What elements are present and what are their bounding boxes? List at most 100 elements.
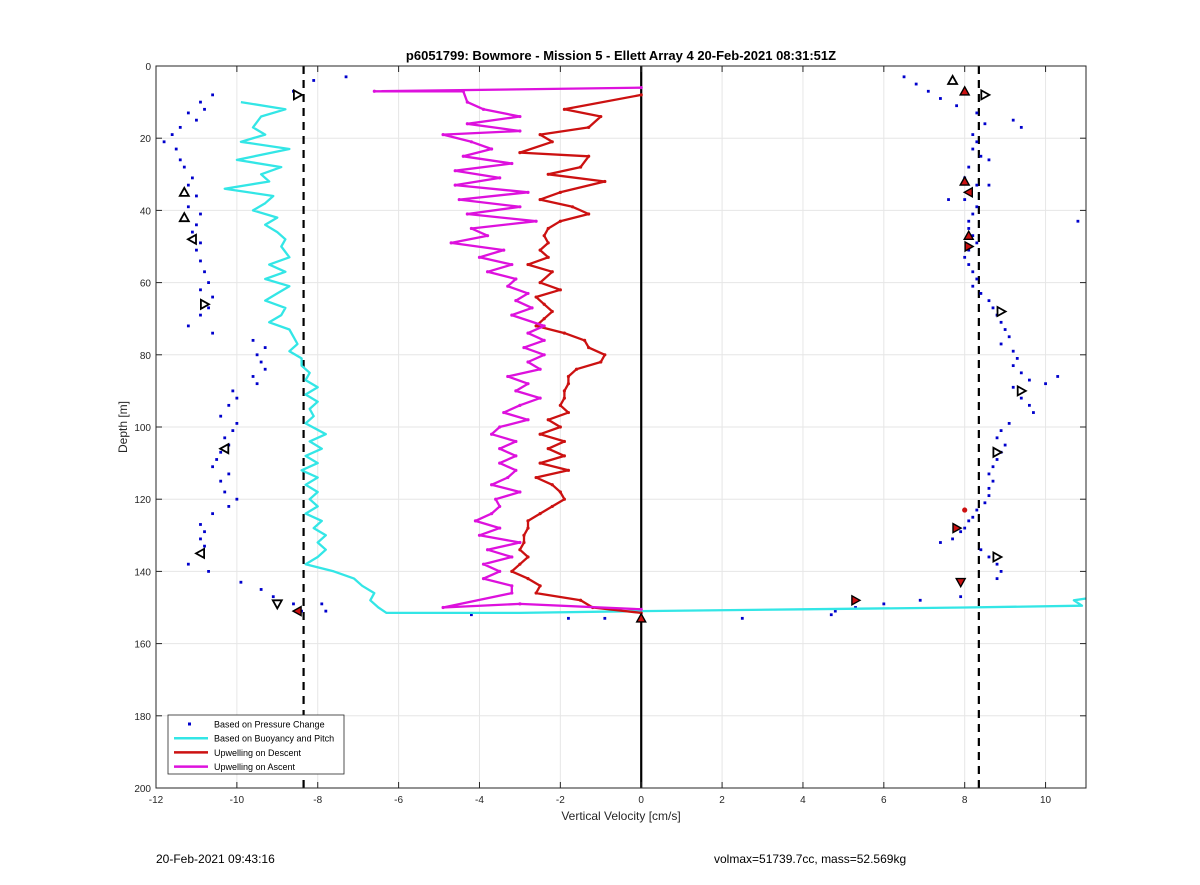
red-dot-marker <box>962 507 968 513</box>
upwelling-on-ascent-vertex <box>506 284 510 288</box>
upwelling-on-descent-vertex <box>566 468 571 472</box>
based-on-pressure-change-point <box>263 367 267 371</box>
based-on-pressure-change-point <box>1019 125 1023 129</box>
y-tick-label: 40 <box>140 206 152 217</box>
based-on-pressure-change-point <box>1011 364 1015 368</box>
based-on-pressure-change-point <box>979 292 983 295</box>
based-on-pressure-change-point <box>211 512 215 516</box>
upwelling-on-descent-vertex <box>510 569 514 574</box>
upwelling-on-descent-vertex <box>542 317 546 321</box>
based-on-pressure-change-point <box>211 465 215 469</box>
x-axis-label: Vertical Velocity [cm/s] <box>561 809 680 823</box>
upwelling-on-ascent-vertex <box>481 107 486 111</box>
based-on-pressure-change-point <box>1007 335 1011 339</box>
reference-lines <box>302 66 980 788</box>
upwelling-on-ascent-vertex <box>490 512 494 516</box>
based-on-pressure-change-point <box>983 122 987 126</box>
upwelling-on-descent-vertex <box>538 248 542 252</box>
hollow-triangle-marker <box>992 446 1004 459</box>
upwelling-on-descent-vertex <box>542 234 546 238</box>
upwelling-on-ascent-vertex <box>485 234 490 238</box>
based-on-pressure-change-point <box>999 429 1003 433</box>
upwelling-on-descent-vertex <box>546 172 550 176</box>
upwelling-on-descent-vertex <box>542 302 546 306</box>
upwelling-on-descent-vertex <box>538 584 542 588</box>
upwelling-on-ascent-vertex <box>518 205 522 209</box>
y-tick-label: 200 <box>134 784 151 795</box>
based-on-pressure-change-point <box>979 154 983 158</box>
hollow-triangle-marker <box>199 298 211 311</box>
based-on-pressure-change-point <box>312 79 316 82</box>
upwelling-on-ascent-vertex <box>530 306 534 310</box>
based-on-pressure-change-point <box>567 616 570 620</box>
hollow-triangle-marker <box>178 211 191 223</box>
based-on-pressure-change-point <box>971 147 975 151</box>
upwelling-on-descent-vertex <box>550 309 554 314</box>
based-on-pressure-change-point <box>190 176 194 180</box>
upwelling-on-descent-vertex <box>566 382 571 386</box>
upwelling-on-descent-vertex <box>518 151 522 155</box>
based-on-pressure-change-point <box>1003 328 1007 331</box>
based-on-buoyancy-and-pitch-line <box>223 100 1087 615</box>
based-on-pressure-change-point <box>999 342 1003 346</box>
based-on-pressure-change-point <box>223 490 227 494</box>
based-on-pressure-change-point <box>971 133 975 136</box>
upwelling-on-ascent-vertex <box>490 432 494 436</box>
upwelling-on-ascent-vertex <box>542 353 546 357</box>
upwelling-on-ascent-vertex <box>506 374 510 379</box>
based-on-pressure-change-point <box>199 100 202 104</box>
based-on-pressure-change-point <box>1007 421 1011 425</box>
based-on-pressure-change-point <box>1027 403 1031 407</box>
upwelling-on-descent-vertex <box>526 526 530 530</box>
upwelling-on-ascent-vertex <box>465 212 469 216</box>
based-on-pressure-change-point <box>255 353 259 357</box>
x-tick-label: -2 <box>556 795 565 806</box>
filled-triangle-marker <box>964 240 975 253</box>
based-on-pressure-change-point <box>967 227 971 230</box>
upwelling-on-descent-vertex <box>538 132 542 137</box>
based-on-pressure-change-point <box>199 259 202 263</box>
based-on-pressure-change-point <box>1056 375 1060 378</box>
x-tick-label: 2 <box>719 795 725 806</box>
upwelling-on-ascent-vertex <box>461 89 465 93</box>
upwelling-on-descent-vertex <box>562 389 566 393</box>
upwelling-on-ascent-vertex <box>494 497 498 501</box>
upwelling-on-ascent-vertex <box>449 241 453 245</box>
based-on-pressure-change-point <box>324 609 328 613</box>
upwelling-on-descent-vertex <box>562 454 566 458</box>
based-on-pressure-change-point <box>178 125 182 129</box>
upwelling-on-descent-vertex <box>522 540 526 545</box>
based-on-pressure-change-point <box>740 616 744 620</box>
based-on-pressure-change-point <box>975 140 979 144</box>
upwelling-on-ascent-vertex <box>526 418 530 422</box>
based-on-pressure-change-point <box>963 198 967 201</box>
legend-label: Based on Pressure Change <box>214 720 325 730</box>
upwelling-on-ascent-vertex <box>538 396 542 400</box>
x-tick-label: 6 <box>881 795 887 806</box>
hollow-triangle-marker <box>271 599 284 611</box>
filled-triangle-marker <box>291 605 302 617</box>
upwelling-on-descent-vertex <box>538 461 542 465</box>
based-on-pressure-change-point <box>995 577 999 581</box>
upwelling-on-descent-vertex <box>562 439 566 444</box>
y-axis-label: Depth [m] <box>116 401 130 453</box>
based-on-pressure-change-point <box>991 479 995 483</box>
upwelling-on-ascent-vertex <box>526 291 530 296</box>
upwelling-on-descent-vertex <box>526 262 530 267</box>
y-tick-label: 140 <box>134 567 151 578</box>
based-on-pressure-change-point <box>987 472 991 476</box>
upwelling-on-descent-vertex <box>574 367 579 371</box>
based-on-pressure-change-point <box>971 515 975 519</box>
based-on-pressure-change-point <box>951 537 954 541</box>
based-on-pressure-change-point <box>186 111 190 115</box>
based-on-pressure-change-point <box>215 458 219 461</box>
based-on-pressure-change-point <box>829 613 833 617</box>
filled-triangle-marker <box>959 85 971 96</box>
upwelling-on-descent-vertex <box>639 93 643 97</box>
upwelling-on-ascent-vertex <box>465 100 469 104</box>
upwelling-on-ascent-vertex <box>502 248 506 252</box>
upwelling-on-descent-vertex <box>518 548 522 552</box>
upwelling-on-descent-vertex <box>538 512 542 516</box>
upwelling-on-ascent-vertex <box>639 607 643 611</box>
